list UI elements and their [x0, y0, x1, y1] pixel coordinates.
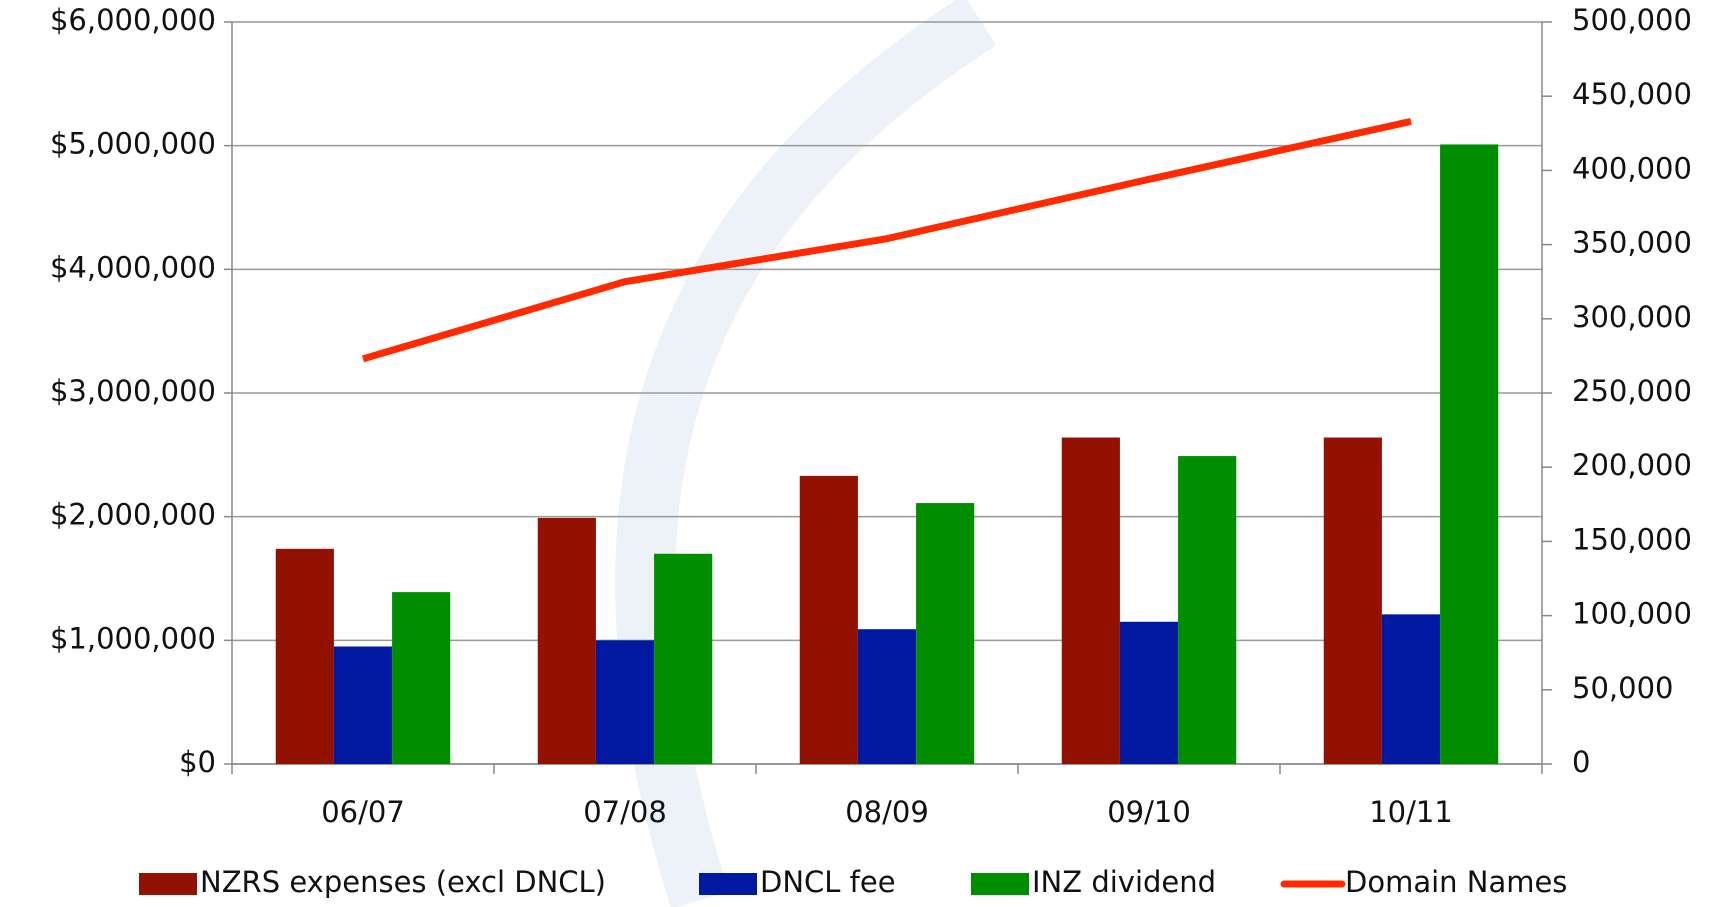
y2-tick-label: 0 — [1572, 745, 1590, 779]
bar — [916, 503, 975, 764]
legend-swatch — [971, 873, 1029, 895]
legend-swatch — [699, 873, 757, 895]
bar — [275, 548, 334, 764]
y-tick-label: $5,000,000 — [50, 127, 216, 161]
line — [362, 118, 1412, 363]
y2-tick-label: 150,000 — [1572, 522, 1692, 556]
y2-tick-label: 50,000 — [1572, 671, 1673, 705]
y2-tick-label: 450,000 — [1572, 77, 1692, 111]
bar — [857, 629, 917, 764]
watermark — [615, 0, 997, 907]
x-tick-label: 08/09 — [845, 795, 929, 829]
y-tick-label: $6,000,000 — [50, 3, 216, 37]
legend-label: Domain Names — [1345, 865, 1567, 899]
y-tick-label: $2,000,000 — [50, 498, 216, 532]
bar — [333, 646, 393, 764]
bar — [1381, 614, 1441, 764]
y-tick-label: $3,000,000 — [50, 374, 216, 408]
x-tick-label: 09/10 — [1107, 795, 1191, 829]
y2-tick-label: 500,000 — [1572, 3, 1692, 37]
y2-tick-label: 300,000 — [1572, 300, 1692, 334]
y2-tick-label: 200,000 — [1572, 448, 1692, 482]
y-tick-label: $0 — [179, 745, 216, 779]
y2-tick-label: 100,000 — [1572, 597, 1692, 631]
bar — [1323, 437, 1382, 764]
bar — [654, 553, 713, 764]
legend-label: NZRS expenses (excl DNCL) — [200, 865, 606, 899]
bar — [595, 640, 655, 764]
bar — [392, 592, 451, 764]
bar — [1440, 144, 1499, 764]
bar — [799, 475, 858, 764]
y2-tick-label: 400,000 — [1572, 151, 1692, 185]
bar — [1061, 437, 1120, 764]
legend-label: DNCL fee — [760, 865, 896, 899]
x-tick-label: 07/08 — [583, 795, 667, 829]
legend-swatch — [139, 873, 197, 895]
bar — [537, 517, 596, 764]
bar — [1119, 621, 1179, 764]
y2-tick-label: 250,000 — [1572, 374, 1692, 408]
x-tick-label: 10/11 — [1369, 795, 1453, 829]
y-tick-label: $1,000,000 — [50, 621, 216, 655]
y2-tick-label: 350,000 — [1572, 226, 1692, 260]
y-tick-label: $4,000,000 — [50, 250, 216, 284]
legend-label: INZ dividend — [1032, 865, 1216, 899]
x-tick-label: 06/07 — [321, 795, 405, 829]
bar — [1178, 456, 1237, 764]
